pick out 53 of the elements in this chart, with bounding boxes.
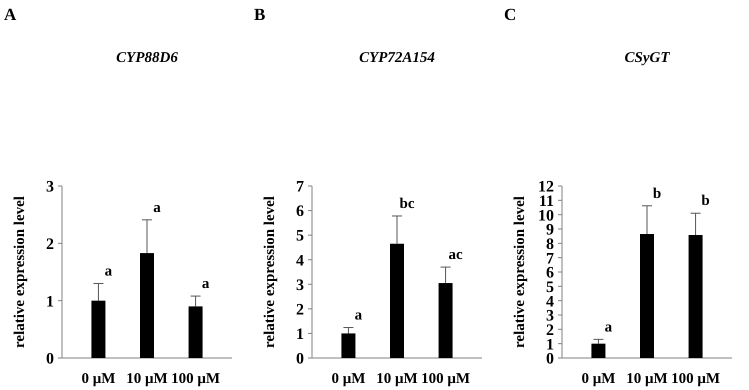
x-tick-label: 10 μM <box>126 371 168 387</box>
y-tick-label: 0 <box>546 350 554 368</box>
y-axis-title: relative expression level <box>12 196 28 348</box>
y-tick-label: 7 <box>546 250 554 268</box>
y-tick-label: 7 <box>296 178 304 196</box>
chart-title: CYP72A154 <box>359 50 436 66</box>
text: A <box>4 5 17 24</box>
annotation: a <box>354 308 363 324</box>
y-tick-label: 5 <box>296 228 304 245</box>
x-tick-label: 10 μM <box>626 371 668 387</box>
y-axis-title: relative expression level <box>512 196 528 348</box>
annotation: a <box>202 276 210 292</box>
annotation: a <box>604 319 613 336</box>
annotation: bc <box>400 196 415 212</box>
chart-title: CSyGT <box>624 50 670 66</box>
y-tick-label: 2 <box>46 236 54 253</box>
bar <box>591 344 606 358</box>
y-tick-label: 3 <box>296 276 304 294</box>
y-tick-label: 1 <box>546 336 554 354</box>
x-tick-label: 100 μM <box>171 371 220 387</box>
x-tick-label: 10 μM <box>376 371 418 387</box>
annotation: a <box>153 200 162 216</box>
bar <box>91 300 106 358</box>
y-axis-title: relative expression level <box>262 196 278 348</box>
text: B <box>254 5 266 24</box>
x-tick-label: 0 μM <box>581 371 616 387</box>
y-tick-label: 10 <box>538 207 554 224</box>
y-tick-label: 0 <box>296 350 304 368</box>
x-tick-label: 100 μM <box>671 371 720 387</box>
chart-title: CYP88D6 <box>116 50 178 66</box>
bar <box>640 234 654 358</box>
annotation: b <box>701 193 710 210</box>
y-tick-label: 1 <box>46 293 54 310</box>
bar <box>188 306 203 358</box>
y-tick-label: 6 <box>296 203 304 220</box>
y-tick-label: 2 <box>296 301 304 318</box>
y-tick-label: 4 <box>296 252 304 270</box>
x-tick-label: 100 μM <box>421 371 470 387</box>
bar <box>390 244 404 358</box>
bar <box>140 253 154 358</box>
y-tick-label: 0 <box>46 350 54 368</box>
y-tick-label: 3 <box>46 178 54 196</box>
text: C <box>504 5 516 24</box>
bar <box>341 333 356 358</box>
bar <box>688 235 703 358</box>
x-tick-label: 0 μM <box>331 371 366 387</box>
y-tick-label: 1 <box>296 326 304 344</box>
annotation: a <box>104 263 113 280</box>
y-tick-label: 4 <box>546 293 554 310</box>
annotation: ac <box>448 247 463 264</box>
annotation: b <box>652 186 662 202</box>
x-tick-label: 0 μM <box>81 371 116 387</box>
bar <box>438 283 453 358</box>
